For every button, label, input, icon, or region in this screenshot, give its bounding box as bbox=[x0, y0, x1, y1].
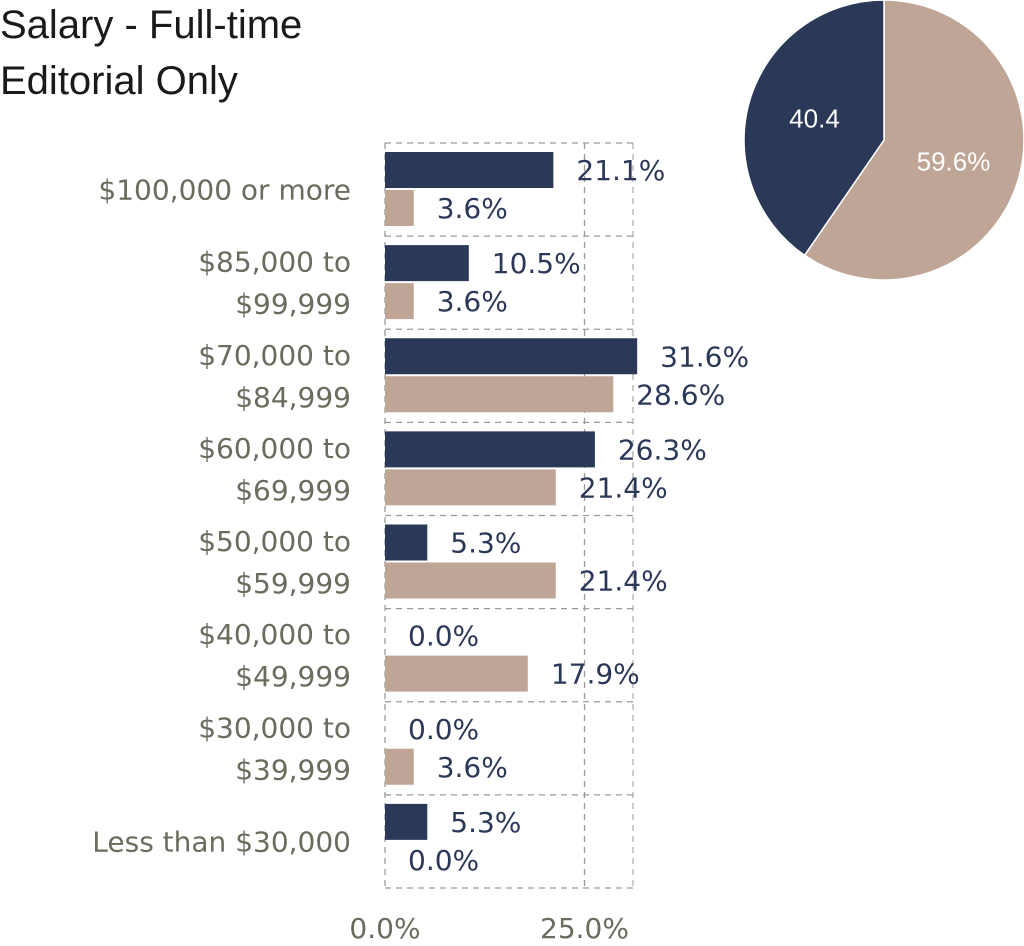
bar-layer bbox=[385, 152, 638, 840]
chart-title-line-1: Salary - Full-time bbox=[0, 3, 302, 47]
pie-label-2: 59.6% bbox=[917, 147, 991, 177]
data-label-series1-cat3: 31.6% bbox=[660, 340, 749, 373]
chart-title-line-2: Editorial Only bbox=[0, 59, 238, 103]
bar-series1-cat5 bbox=[385, 524, 428, 561]
data-label-series2-cat5: 21.4% bbox=[579, 565, 668, 598]
category-label-2-line-1: $85,000 to bbox=[198, 246, 351, 279]
data-label-series1-cat8: 5.3% bbox=[450, 806, 521, 839]
x-tick-label-0: 0.0% bbox=[349, 912, 420, 941]
data-label-series2-cat2: 3.6% bbox=[437, 285, 508, 318]
data-label-series2-cat4: 21.4% bbox=[579, 471, 668, 504]
category-label-3-line-2: $84,999 bbox=[235, 381, 351, 414]
data-label-series2-cat1: 3.6% bbox=[437, 192, 508, 225]
data-label-series1-cat1: 21.1% bbox=[576, 154, 665, 187]
data-label-series1-cat2: 10.5% bbox=[492, 247, 581, 280]
category-label-2-line-2: $99,999 bbox=[235, 288, 351, 321]
category-label-7-line-1: $30,000 to bbox=[198, 711, 351, 744]
data-label-series1-cat5: 5.3% bbox=[450, 527, 521, 560]
category-label-5-line-1: $50,000 to bbox=[198, 525, 351, 558]
category-label-7-line-2: $39,999 bbox=[235, 753, 351, 786]
bar-series1-cat3 bbox=[385, 338, 638, 375]
category-label-6-line-1: $40,000 to bbox=[198, 618, 351, 651]
bar-series1-cat2 bbox=[385, 245, 469, 282]
category-label-6-line-2: $49,999 bbox=[235, 660, 351, 693]
category-label-5-line-2: $59,999 bbox=[235, 567, 351, 600]
category-label-4-line-1: $60,000 to bbox=[198, 432, 351, 465]
x-tick-label-1: 25.0% bbox=[540, 912, 629, 941]
data-label-series1-cat4: 26.3% bbox=[618, 433, 707, 466]
pie-label-1: 40.4 bbox=[789, 103, 840, 133]
pie-slice-2 bbox=[803, 0, 1024, 281]
bar-series2-cat7 bbox=[385, 748, 414, 785]
pie-layer: 59.6% 40.4 bbox=[743, 0, 1024, 281]
bar-series2-cat3 bbox=[385, 376, 614, 413]
bar-series2-cat1 bbox=[385, 190, 414, 226]
bar-series1-cat1 bbox=[385, 152, 554, 188]
data-label-series1-cat6: 0.0% bbox=[408, 620, 479, 653]
bar-series1-cat8 bbox=[385, 803, 428, 840]
bar-series2-cat2 bbox=[385, 283, 414, 320]
category-label-4-line-2: $69,999 bbox=[235, 474, 351, 507]
bar-series2-cat5 bbox=[385, 562, 556, 599]
pie-slice-1 bbox=[743, 0, 885, 257]
data-label-series2-cat7: 3.6% bbox=[437, 751, 508, 784]
category-label-1-line-1: $100,000 or more bbox=[98, 174, 351, 207]
bar-series2-cat4 bbox=[385, 469, 556, 506]
data-label-series2-cat3: 28.6% bbox=[636, 378, 725, 411]
category-label-8-line-1: Less than $30,000 bbox=[92, 825, 351, 858]
category-label-3-line-1: $70,000 to bbox=[198, 339, 351, 372]
bar-series2-cat6 bbox=[385, 655, 528, 692]
data-label-series1-cat7: 0.0% bbox=[408, 713, 479, 746]
label-layer: 21.1% 10.5% 31.6% 26.3% 5.3% 0.0% 0.0% 5.3% 3.6%… bbox=[92, 154, 749, 945]
bar-series1-cat4 bbox=[385, 431, 595, 468]
data-label-series2-cat6: 17.9% bbox=[551, 658, 640, 691]
data-label-series2-cat8: 0.0% bbox=[408, 844, 479, 877]
